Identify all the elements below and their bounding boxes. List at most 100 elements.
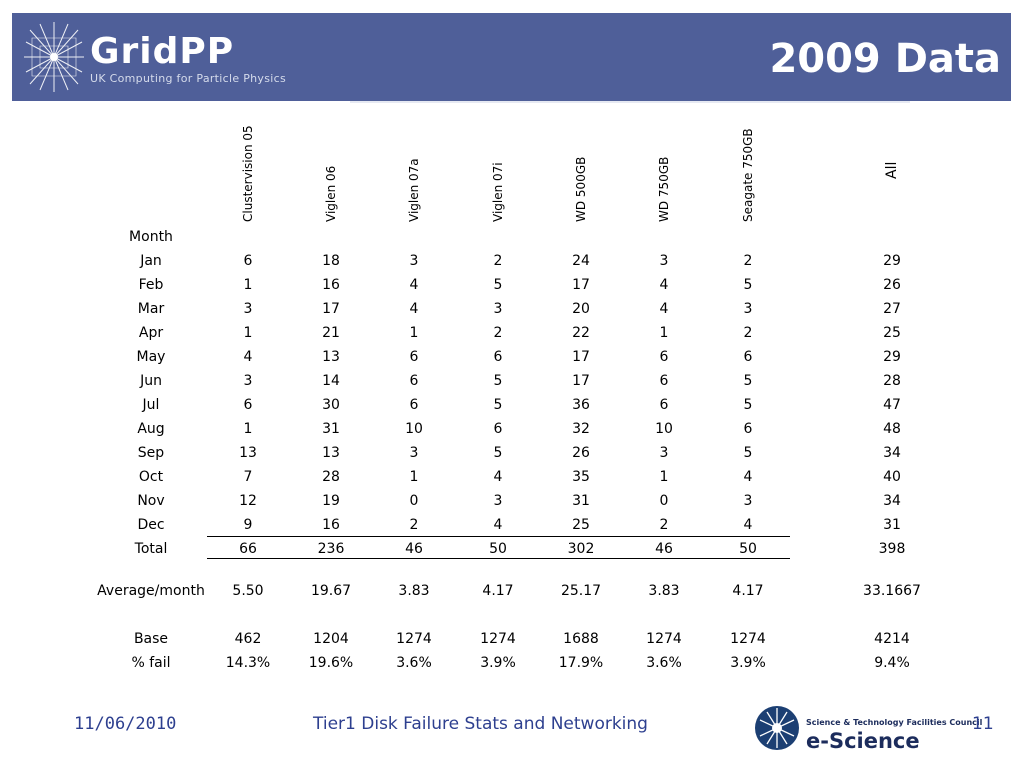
table-cell: 10: [405, 421, 423, 437]
table-cell: 6: [409, 373, 419, 389]
row-label: Average/month: [97, 583, 205, 599]
table-cell: 47: [883, 397, 901, 413]
table-cell: 5: [493, 445, 503, 461]
header-divider: [350, 101, 910, 103]
table-cell: 13: [322, 445, 340, 461]
stfc-name: Science & Technology Facilities Council: [806, 718, 983, 727]
table-cell: 3.83: [398, 583, 430, 599]
table-cell: 3: [743, 493, 753, 509]
table-cell: 0: [409, 493, 419, 509]
table-cell: 6: [659, 373, 669, 389]
row-label: Apr: [138, 325, 164, 341]
table-cell: 4: [493, 469, 503, 485]
row-label: Nov: [137, 493, 165, 509]
row-header-label: Month: [129, 229, 173, 245]
row-label: Total: [134, 541, 168, 557]
row-label: Base: [133, 631, 169, 647]
table-cell: 25: [883, 325, 901, 341]
table-cell: 13: [239, 445, 257, 461]
table-cell: 3.6%: [396, 655, 432, 671]
table-cell: 236: [317, 541, 345, 557]
table-cell: 2: [743, 253, 753, 269]
table-cell: 4: [493, 517, 503, 533]
table-cell: 1274: [396, 631, 432, 647]
table-cell: 35: [572, 469, 590, 485]
table-cell: 6: [493, 349, 503, 365]
table-cell: 3: [743, 301, 753, 317]
column-header: Viglen 07i: [486, 140, 510, 236]
table-cell: 6: [659, 349, 669, 365]
table-cell: 21: [322, 325, 340, 341]
column-header: Clustervision 05: [236, 125, 260, 236]
table-cell: 1204: [313, 631, 349, 647]
table-cell: 3: [659, 445, 669, 461]
table-cell: 5: [493, 373, 503, 389]
table-cell: 10: [655, 421, 673, 437]
table-cell: 6: [409, 397, 419, 413]
table-cell: 2: [743, 325, 753, 341]
row-label: Dec: [137, 517, 165, 533]
table-cell: 1: [659, 469, 669, 485]
table-cell: 26: [883, 277, 901, 293]
table-cell: 33.1667: [863, 583, 921, 599]
column-header: All: [880, 140, 904, 195]
logo-tagline: UK Computing for Particle Physics: [90, 72, 287, 85]
column-header: Seagate 750GB: [736, 128, 760, 236]
table-cell: 30: [322, 397, 340, 413]
table-cell: 3.6%: [646, 655, 682, 671]
column-header-label: Viglen 07i: [491, 162, 505, 222]
page-number: 11: [972, 714, 994, 734]
table-cell: 4: [659, 277, 669, 293]
logo-wordmark: GridPP: [90, 31, 235, 72]
table-cell: 2: [409, 517, 419, 533]
table-cell: 46: [655, 541, 673, 557]
table-rule: [207, 558, 790, 559]
row-label: Jun: [140, 373, 162, 389]
table-cell: 398: [878, 541, 906, 557]
table-cell: 4: [659, 301, 669, 317]
table-cell: 3: [243, 373, 253, 389]
table-cell: 31: [572, 493, 590, 509]
table-cell: 26: [572, 445, 590, 461]
table-cell: 3: [659, 253, 669, 269]
table-cell: 4.17: [732, 583, 764, 599]
table-cell: 6: [243, 253, 253, 269]
table-cell: 5: [743, 445, 753, 461]
table-cell: 1274: [480, 631, 516, 647]
table-cell: 18: [322, 253, 340, 269]
table-cell: 1274: [730, 631, 766, 647]
table-cell: 2: [493, 253, 503, 269]
column-header-label: Viglen 06: [324, 165, 338, 222]
table-cell: 6: [409, 349, 419, 365]
table-cell: 50: [489, 541, 507, 557]
table-cell: 3: [409, 253, 419, 269]
table-cell: 462: [234, 631, 262, 647]
table-cell: 16: [322, 517, 340, 533]
column-header-label: Seagate 750GB: [741, 128, 755, 222]
table-cell: 0: [659, 493, 669, 509]
column-header: Viglen 06: [319, 140, 343, 236]
table-cell: 3: [493, 301, 503, 317]
table-cell: 50: [739, 541, 757, 557]
table-cell: 17.9%: [558, 655, 604, 671]
table-cell: 6: [493, 421, 503, 437]
table-cell: 3: [493, 493, 503, 509]
table-cell: 6: [243, 397, 253, 413]
table-cell: 2: [659, 517, 669, 533]
table-cell: 302: [567, 541, 595, 557]
row-label: Jul: [142, 397, 160, 413]
column-header-label: Viglen 07a: [407, 158, 421, 222]
table-cell: 9.4%: [874, 655, 910, 671]
table-cell: 25.17: [560, 583, 602, 599]
column-header-label: All: [884, 161, 900, 179]
table-cell: 34: [883, 445, 901, 461]
table-cell: 3.9%: [730, 655, 766, 671]
table-cell: 1: [409, 469, 419, 485]
table-cell: 29: [883, 253, 901, 269]
table-cell: 3.9%: [480, 655, 516, 671]
table-cell: 1: [243, 277, 253, 293]
table-cell: 6: [659, 397, 669, 413]
table-cell: 2: [493, 325, 503, 341]
row-label: Sep: [137, 445, 165, 461]
